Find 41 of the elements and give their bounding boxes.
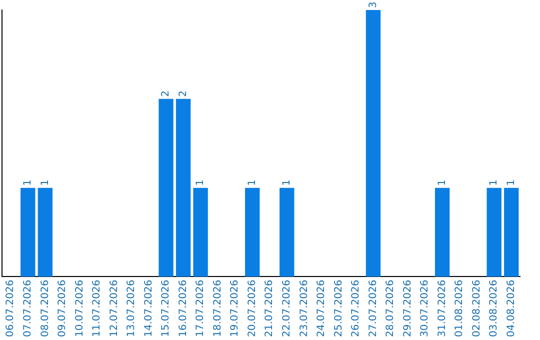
x-tick-label: 08.07.2026 (40, 280, 51, 338)
x-tick-label: 26.07.2026 (350, 280, 362, 338)
x-tick-label: 09.07.2026 (57, 280, 68, 338)
x-tick-label: 29.07.2026 (402, 280, 414, 338)
x-tick-label: 25.07.2026 (333, 280, 344, 338)
data-label: 2 (160, 90, 172, 97)
data-label: 1 (281, 179, 292, 186)
x-tick-label: 31.07.2026 (436, 280, 448, 338)
x-tick-label: 27.07.2026 (368, 280, 379, 338)
x-tick-label: 18.07.2026 (212, 280, 224, 338)
x-tick-label: 21.07.2026 (264, 280, 276, 338)
x-tick-label: 06.07.2026 (5, 280, 16, 338)
x-tick-label: 11.07.2026 (92, 280, 103, 338)
data-label: 3 (368, 2, 379, 8)
data-label: 1 (246, 179, 258, 186)
x-tick-label: 23.07.2026 (298, 280, 310, 338)
data-label: 1 (22, 179, 34, 186)
x-tick-label: 24.07.2026 (316, 280, 328, 338)
x-tick-label: 02.08.2026 (471, 280, 482, 338)
x-tick-label: 16.07.2026 (178, 280, 189, 338)
x-tick-label: 07.07.2026 (22, 280, 34, 338)
x-tick-label: 14.07.2026 (143, 280, 154, 338)
x-tick-label: 22.07.2026 (281, 280, 292, 338)
x-tick-label: 01.08.2026 (454, 280, 466, 338)
data-label: 1 (506, 179, 517, 186)
data-label: 1 (488, 179, 500, 186)
data-label: 1 (40, 179, 51, 186)
x-tick-label: 30.07.2026 (420, 280, 431, 338)
data-label: 2 (178, 90, 189, 97)
x-tick-label: 03.08.2026 (488, 280, 500, 338)
x-tick-label: 10.07.2026 (74, 280, 86, 338)
x-tick-label: 20.07.2026 (246, 280, 258, 338)
x-tick-label: 28.07.2026 (385, 280, 396, 338)
x-tick-label: 12.07.2026 (108, 280, 120, 338)
data-label: 1 (436, 179, 448, 186)
x-tick-label: 15.07.2026 (160, 280, 172, 338)
x-tick-label: 04.08.2026 (506, 280, 517, 338)
x-tick-label: 19.07.2026 (230, 280, 241, 338)
data-label: 1 (195, 179, 206, 186)
x-tick-label: 17.07.2026 (195, 280, 206, 338)
x-tick-label: 13.07.2026 (126, 280, 138, 338)
